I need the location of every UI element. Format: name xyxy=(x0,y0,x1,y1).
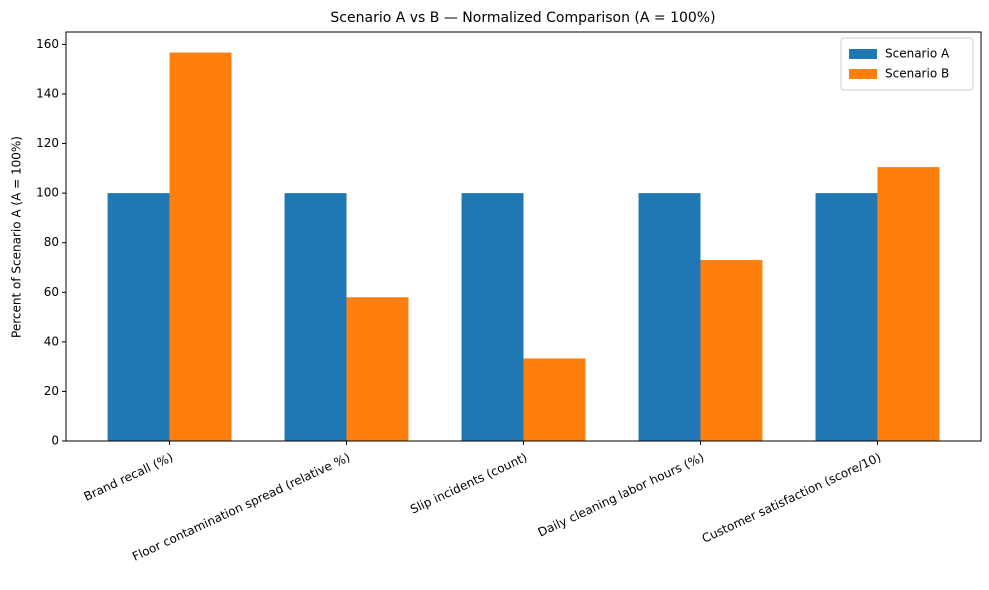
x-tick-label: Slip incidents (count) xyxy=(408,450,529,516)
bar xyxy=(700,260,763,441)
y-tick-label: 120 xyxy=(36,136,59,150)
chart-title: Scenario A vs B — Normalized Comparison … xyxy=(330,10,715,26)
bar xyxy=(815,193,878,441)
y-tick-label: 140 xyxy=(36,86,59,100)
bar xyxy=(461,193,524,441)
legend-swatch xyxy=(849,49,877,59)
y-tick-label: 100 xyxy=(36,186,59,200)
x-tick-label: Customer satisfaction (score/10) xyxy=(700,450,883,545)
y-tick-label: 40 xyxy=(44,334,59,348)
bar xyxy=(877,167,940,441)
bar xyxy=(284,193,347,441)
legend-label: Scenario A xyxy=(885,47,950,61)
y-tick-label: 20 xyxy=(44,384,59,398)
bar xyxy=(638,193,701,441)
bar xyxy=(523,358,586,441)
bar xyxy=(107,193,170,441)
legend-label: Scenario B xyxy=(885,67,949,81)
x-tick-label: Brand recall (%) xyxy=(82,450,176,504)
y-tick-label: 160 xyxy=(36,37,59,51)
y-tick-label: 80 xyxy=(44,235,59,249)
plot-frame xyxy=(65,31,982,442)
y-tick-label: 60 xyxy=(44,285,59,299)
bar xyxy=(346,297,409,441)
bar xyxy=(169,52,232,441)
legend: Scenario A Scenario B xyxy=(840,37,974,91)
y-tick-label: 0 xyxy=(51,434,59,448)
legend-swatch xyxy=(849,69,877,79)
y-axis-label: Percent of Scenario A (A = 100%) xyxy=(10,136,24,338)
x-tick-label: Daily cleaning labor hours (%) xyxy=(536,450,706,539)
